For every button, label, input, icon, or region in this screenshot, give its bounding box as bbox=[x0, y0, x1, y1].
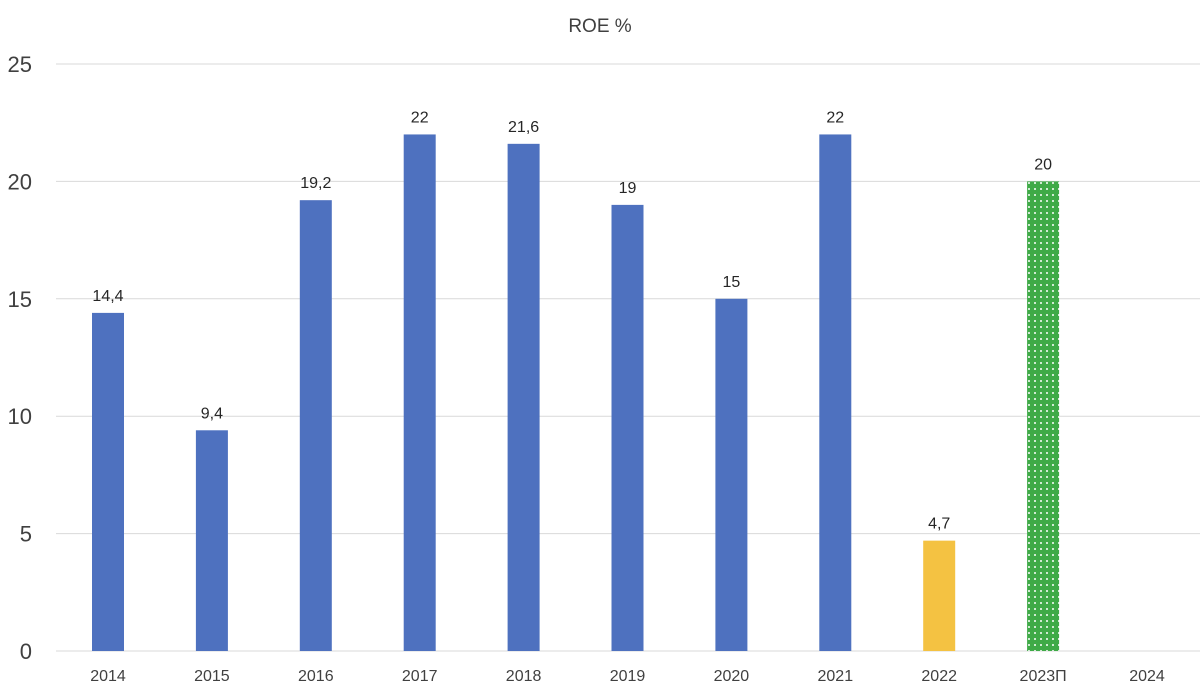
bars bbox=[92, 134, 1060, 651]
data-label-2023П: 20 bbox=[1034, 156, 1052, 173]
chart-title: ROE % bbox=[568, 16, 631, 37]
y-axis-ticks: 0 5 10 15 20 25 bbox=[8, 52, 32, 664]
bar-2021 bbox=[819, 134, 852, 651]
bar-2018 bbox=[507, 143, 540, 651]
data-label-2018: 21,6 bbox=[508, 119, 539, 136]
x-tick-label: 2014 bbox=[90, 668, 126, 685]
y-tick-label: 25 bbox=[8, 52, 32, 77]
x-tick-label: 2022 bbox=[921, 668, 957, 685]
data-label-2022: 4,7 bbox=[928, 516, 950, 533]
data-label-2016: 19,2 bbox=[300, 175, 331, 192]
x-tick-label: 2024 bbox=[1129, 668, 1165, 685]
data-label-2021: 22 bbox=[826, 109, 844, 126]
x-tick-label: 2020 bbox=[714, 668, 750, 685]
x-tick-label: 2023П bbox=[1020, 668, 1067, 685]
bar-2016 bbox=[299, 200, 332, 651]
data-label-2019: 19 bbox=[619, 180, 637, 197]
bar-2022 bbox=[923, 540, 956, 651]
y-tick-label: 15 bbox=[8, 287, 32, 312]
data-label-2017: 22 bbox=[411, 109, 429, 126]
data-label-2014: 14,4 bbox=[92, 288, 123, 305]
x-tick-label: 2018 bbox=[506, 668, 542, 685]
bar-2015 bbox=[195, 430, 228, 651]
x-tick-label: 2017 bbox=[402, 668, 438, 685]
y-tick-label: 10 bbox=[8, 404, 32, 429]
data-label-2015: 9,4 bbox=[201, 405, 223, 422]
x-tick-label: 2015 bbox=[194, 668, 230, 685]
bar-2019 bbox=[611, 204, 644, 651]
data-label-2020: 15 bbox=[723, 274, 741, 291]
bar-2023П bbox=[1027, 181, 1060, 651]
x-tick-label: 2016 bbox=[298, 668, 334, 685]
data-labels: 14,4 9,4 19,2 22 21,6 19 15 22 4,7 20 bbox=[92, 109, 1052, 532]
x-tick-label: 2019 bbox=[610, 668, 646, 685]
x-tick-label: 2021 bbox=[818, 668, 854, 685]
y-tick-label: 0 bbox=[20, 639, 32, 664]
bar-2017 bbox=[403, 134, 436, 651]
bar-2014 bbox=[92, 312, 124, 651]
y-tick-label: 20 bbox=[8, 169, 32, 194]
y-tick-label: 5 bbox=[20, 522, 32, 547]
bar-2020 bbox=[715, 298, 748, 651]
x-axis-ticks: 2014 2015 2016 2017 2018 2019 2020 2021 2022 2023… bbox=[90, 668, 1165, 685]
